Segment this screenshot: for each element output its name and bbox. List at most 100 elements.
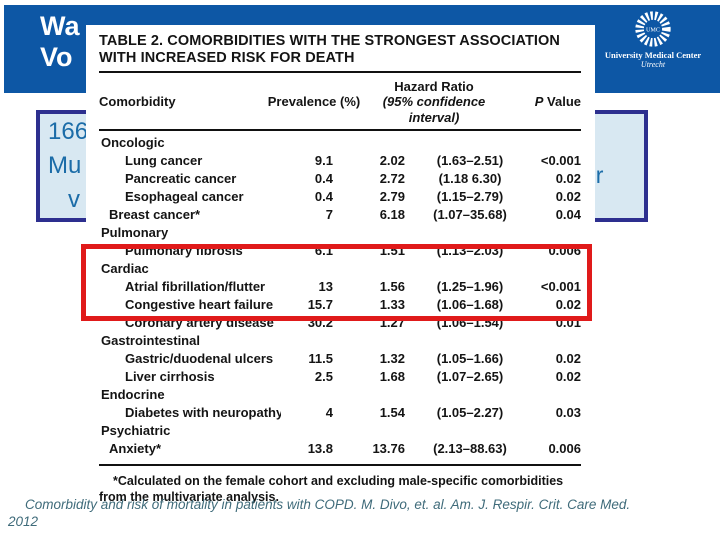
row-prevalence: 7 (325, 207, 333, 222)
row-prevalence: 13.8 (307, 441, 333, 456)
row-hazard-ratio (339, 422, 409, 440)
row-comorbidity: Atrial fibrillation/flutter (125, 279, 266, 294)
col-header-prevalence: Prevalence (%) (267, 94, 361, 109)
table-rule-bottom (99, 464, 581, 466)
row-prevalence (281, 386, 339, 404)
row-p-value (531, 134, 581, 152)
row-hazard-ratio (339, 332, 409, 350)
table-row: Oncologic (99, 134, 581, 152)
row-hazard-ratio (339, 386, 409, 404)
table-header-row: Comorbidity Prevalence (%) (95% confiden… (99, 94, 581, 126)
starburst-sun-icon: UMC (588, 8, 718, 50)
table-row: Anxiety* 13.8 13.76 (2.13–88.63) 0.006 (99, 440, 581, 458)
row-p-value: 0.03 (555, 405, 581, 420)
row-prevalence: 2.5 (314, 369, 333, 384)
footnote-line2: from the multivariate analysis. (99, 490, 279, 504)
logo-city: Utrecht (640, 60, 666, 69)
note-line1: 166 (48, 118, 89, 145)
row-prevalence: 13 (318, 279, 333, 294)
col-header-comorbidity: Comorbidity (99, 94, 176, 109)
row-confidence-interval (409, 386, 531, 404)
row-p-value (531, 332, 581, 350)
row-hazard-ratio: 13.76 (372, 441, 405, 456)
row-confidence-interval: (1.07–2.65) (436, 369, 504, 384)
row-comorbidity: Pancreatic cancer (125, 171, 237, 186)
table-row: Endocrine (99, 386, 581, 404)
table-row: Gastrointestinal (99, 332, 581, 350)
row-confidence-interval: (1.63–2.51) (436, 153, 504, 168)
row-comorbidity: Cardiac (101, 261, 149, 276)
table-footnote: *Calculated on the female cohort and exc… (99, 473, 581, 505)
row-confidence-interval: (1.05–2.27) (436, 405, 504, 420)
row-p-value: <0.001 (540, 279, 581, 294)
row-p-value: 0.02 (555, 171, 581, 186)
table-row: Pulmonary (99, 224, 581, 242)
row-p-value: 0.02 (555, 189, 581, 204)
row-comorbidity: Pulmonary (101, 225, 169, 240)
table-title-line2: WITH INCREASED RISK FOR DEATH (99, 50, 355, 66)
row-hazard-ratio: 6.18 (379, 207, 405, 222)
row-confidence-interval (409, 134, 531, 152)
table-row: Lung cancer 9.1 2.02 (1.63–2.51) <0.001 (99, 152, 581, 170)
row-prevalence: 11.5 (308, 351, 333, 366)
row-comorbidity: Liver cirrhosis (125, 369, 215, 384)
row-confidence-interval (409, 422, 531, 440)
row-prevalence (281, 134, 339, 152)
row-p-value (531, 224, 581, 242)
row-confidence-interval: (1.05–1.66) (436, 351, 504, 366)
p-rest: Value (543, 94, 581, 109)
row-prevalence (281, 224, 339, 242)
row-p-value: <0.001 (540, 153, 581, 168)
slide-title-line1: Wa (40, 11, 80, 41)
slide-title: Wa Vo (40, 11, 80, 73)
row-hazard-ratio: 2.02 (379, 153, 405, 168)
row-prevalence: 0.4 (314, 189, 333, 204)
row-hazard-ratio: 2.79 (379, 189, 405, 204)
table-row: Cardiac (99, 260, 581, 278)
row-confidence-interval (409, 332, 531, 350)
umc-logo: UMC University Medical Center Utrecht (588, 8, 718, 69)
table-row: Pancreatic cancer 0.4 2.72 (1.18 6.30) 0.02 (99, 170, 581, 188)
note-line2: Mu (48, 152, 82, 179)
row-p-value (531, 422, 581, 440)
row-hazard-ratio: 1.56 (379, 279, 405, 294)
row-p-value: 0.02 (555, 351, 581, 366)
row-comorbidity: Diabetes with neuropathy (125, 405, 281, 420)
row-comorbidity: Gastrointestinal (101, 333, 200, 348)
table-row: Liver cirrhosis 2.5 1.68 (1.07–2.65) 0.02 (99, 368, 581, 386)
table-body: Oncologic Lung cancer 9.1 2.02 (1.63–2.51) <0… (99, 134, 581, 458)
table-title-line1: TABLE 2. COMORBIDITIES WITH THE STRONGES… (99, 33, 560, 49)
row-comorbidity: Gastric/duodenal ulcers (125, 351, 274, 366)
row-hazard-ratio: 2.72 (379, 171, 405, 186)
table-rule-header (99, 129, 581, 131)
p-italic: P (534, 94, 544, 109)
row-confidence-interval: (1.07–35.68) (433, 207, 507, 222)
row-comorbidity: Esophageal cancer (125, 189, 244, 204)
row-prevalence (281, 422, 339, 440)
row-comorbidity: Oncologic (101, 135, 165, 150)
svg-text:UMC: UMC (646, 26, 660, 33)
row-comorbidity: Endocrine (101, 387, 165, 402)
row-p-value: 0.04 (555, 207, 581, 222)
hazard-ratio-label: Hazard Ratio (394, 79, 474, 94)
row-prevalence: 0.4 (314, 171, 333, 186)
slide-title-line2: Vo (40, 42, 73, 72)
row-p-value: 0.02 (555, 369, 581, 384)
row-comorbidity: Congestive heart failure (125, 297, 274, 312)
row-p-value (531, 386, 581, 404)
table-row: Breast cancer* 7 6.18 (1.07–35.68) 0.04 (99, 206, 581, 224)
row-hazard-ratio: 1.54 (379, 405, 405, 420)
note-line3: v (68, 186, 80, 213)
logo-text: University Medical Center (604, 50, 702, 60)
table-row: Atrial fibrillation/flutter 13 1.56 (1.25–1… (99, 278, 581, 296)
row-confidence-interval: (1.25–1.96) (436, 279, 504, 294)
row-confidence-interval: (1.15–2.79) (436, 189, 504, 204)
col-header-ci: (95% confidence interval) (382, 94, 486, 125)
cardiac-highlight-box (81, 244, 592, 321)
table-image: TABLE 2. COMORBIDITIES WITH THE STRONGES… (86, 25, 595, 504)
row-comorbidity: Anxiety* (109, 441, 162, 456)
row-confidence-interval: (1.06–1.68) (436, 297, 504, 312)
row-prevalence: 9.1 (314, 153, 333, 168)
row-hazard-ratio (339, 224, 409, 242)
